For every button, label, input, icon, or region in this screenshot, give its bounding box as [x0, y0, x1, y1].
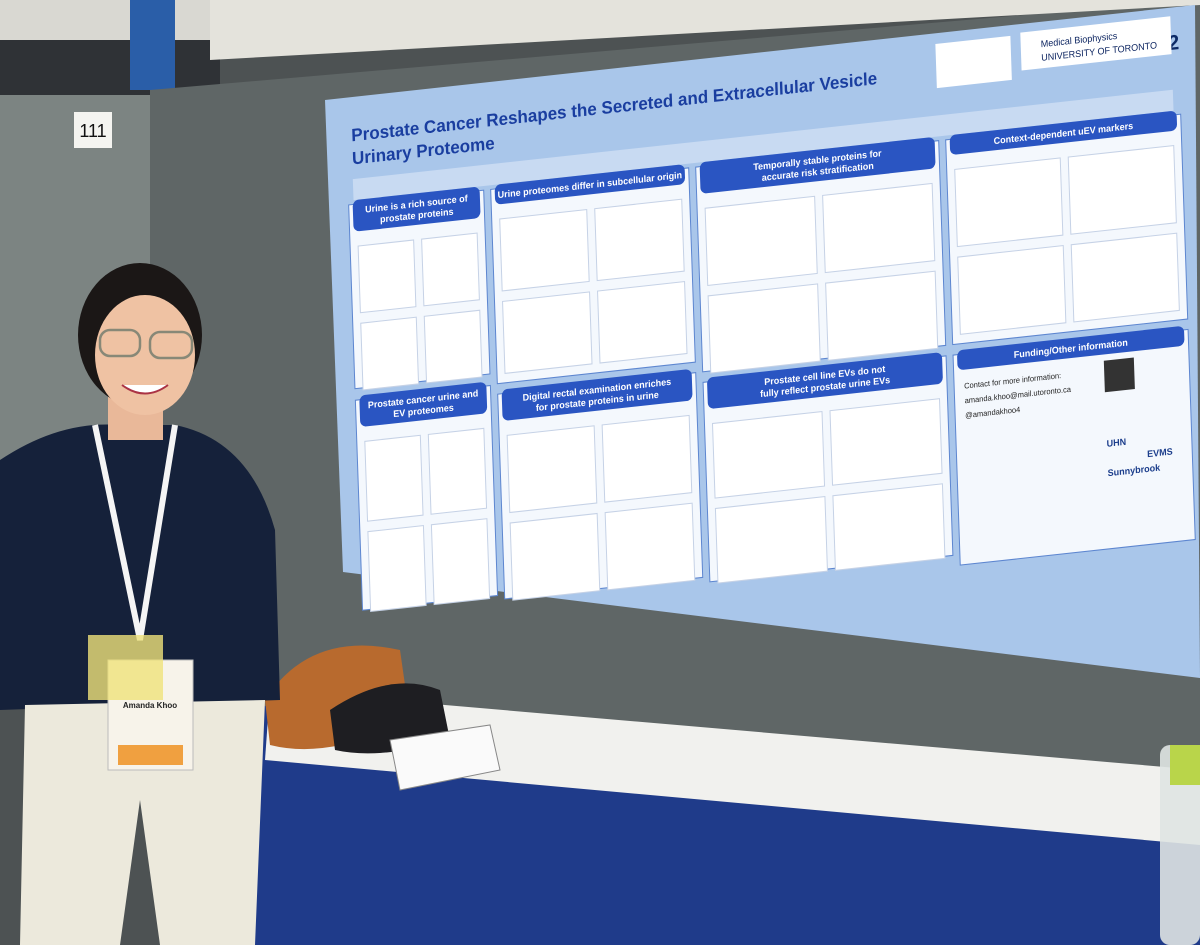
figure	[704, 195, 818, 286]
figure	[597, 281, 688, 364]
sponsor-logo: EVMS	[1147, 446, 1173, 459]
figure	[954, 157, 1064, 248]
figure	[594, 198, 685, 282]
author-band	[352, 89, 1174, 201]
figure	[714, 496, 828, 584]
badge-holder	[88, 635, 163, 700]
figure	[502, 291, 593, 374]
section-header	[359, 382, 488, 427]
logo-box	[1020, 16, 1172, 71]
bottle-cap	[1170, 745, 1200, 785]
booth-number: 111	[79, 121, 106, 141]
glasses	[98, 328, 142, 358]
booth-post	[130, 0, 175, 90]
smile	[121, 384, 169, 395]
figure	[364, 434, 424, 522]
figure	[711, 410, 826, 499]
figure	[822, 182, 936, 274]
upper-wall	[210, 0, 1200, 60]
qr-code	[1103, 357, 1135, 393]
figure	[604, 502, 696, 591]
section-header	[501, 369, 693, 421]
section-header	[707, 352, 943, 409]
figure	[499, 208, 590, 292]
ceiling-light-area	[0, 0, 220, 40]
figure	[1070, 232, 1180, 323]
section-header	[957, 326, 1185, 370]
figure	[707, 283, 821, 374]
figure	[423, 309, 483, 384]
booth-number-card	[74, 112, 112, 148]
sponsor-logo: UHN	[1106, 437, 1126, 449]
figure	[427, 427, 488, 515]
notepad	[389, 724, 501, 791]
face	[95, 295, 195, 415]
section-header	[494, 164, 685, 205]
figure	[357, 239, 417, 314]
figure	[601, 414, 693, 503]
figure	[506, 425, 598, 514]
shirt	[0, 424, 280, 710]
poster: TP 112Prostate Cancer Reshapes the Secre…	[348, 16, 1196, 613]
section-header	[352, 187, 481, 232]
figure	[832, 483, 946, 571]
figure	[430, 518, 491, 606]
figure	[509, 512, 601, 601]
section-header	[949, 111, 1177, 155]
glasses	[148, 330, 194, 360]
figure	[367, 525, 427, 613]
logo-box	[935, 35, 1012, 89]
badge-name: Amanda Khoo	[123, 701, 177, 710]
figure	[360, 316, 420, 391]
figure	[825, 270, 939, 361]
figure	[421, 232, 480, 307]
badge-stripe	[118, 745, 183, 765]
figure	[829, 398, 943, 486]
figure	[1067, 144, 1177, 235]
trousers	[20, 700, 265, 945]
water-bottle	[1160, 745, 1200, 945]
figure	[957, 245, 1067, 335]
table-cloth	[265, 690, 1200, 845]
section-header	[699, 137, 936, 194]
